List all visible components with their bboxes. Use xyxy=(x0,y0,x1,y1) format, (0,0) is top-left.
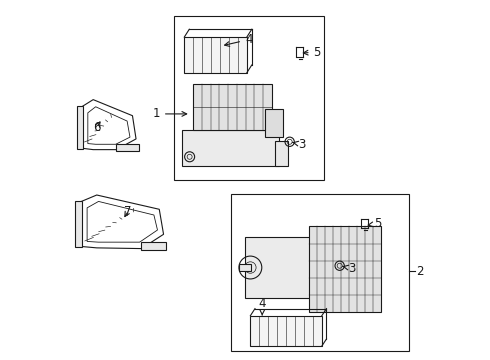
Bar xyxy=(245,237,327,298)
Bar xyxy=(193,84,272,130)
Bar xyxy=(309,226,381,312)
Bar xyxy=(75,201,82,247)
Text: 5: 5 xyxy=(368,217,382,230)
Bar xyxy=(173,16,323,180)
Text: 3: 3 xyxy=(343,262,355,275)
Bar xyxy=(275,141,288,166)
Bar xyxy=(117,144,139,151)
Text: 4: 4 xyxy=(224,33,252,46)
Bar xyxy=(239,264,251,271)
Bar xyxy=(184,37,247,73)
Bar xyxy=(231,194,409,351)
Bar xyxy=(77,107,83,149)
Text: 6: 6 xyxy=(93,121,100,134)
Bar xyxy=(182,130,279,166)
Text: 1: 1 xyxy=(152,107,187,120)
Bar xyxy=(250,316,322,346)
Text: 3: 3 xyxy=(293,138,305,151)
Text: 4: 4 xyxy=(259,297,266,315)
Text: 2: 2 xyxy=(416,265,423,278)
Bar xyxy=(265,109,283,137)
Text: 5: 5 xyxy=(303,46,321,59)
Bar xyxy=(142,242,167,249)
Text: 7: 7 xyxy=(124,205,132,218)
